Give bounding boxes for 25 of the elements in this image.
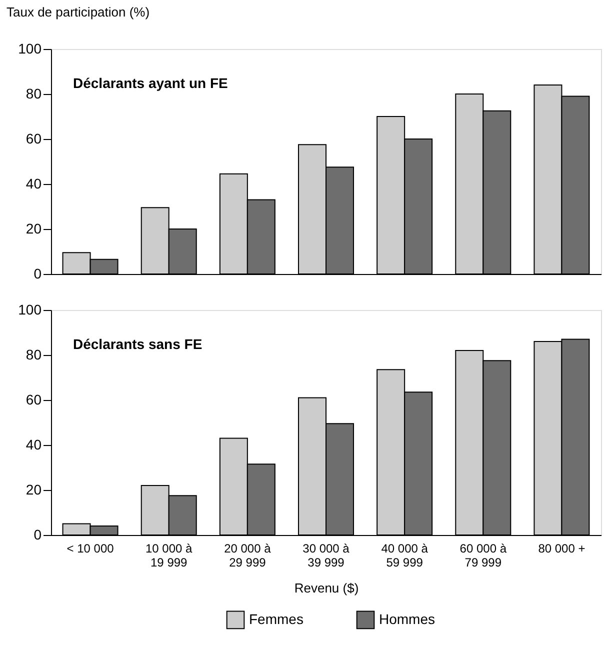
y-tick-label: 40 xyxy=(26,436,42,452)
y-tick-label: 60 xyxy=(26,130,42,146)
x-tick-label: 40 000 à 59 999 xyxy=(381,542,428,570)
x-tick-label: < 10 000 xyxy=(66,542,114,556)
y-tick-label: 20 xyxy=(26,482,42,498)
x-tick-label: 60 000 à 79 999 xyxy=(460,542,507,570)
x-axis-title: Revenu ($) xyxy=(294,580,359,596)
y-tick-label: 0 xyxy=(34,266,42,282)
text: Déclarants sans FE xyxy=(73,336,202,352)
y-tick-label: 100 xyxy=(18,40,42,56)
legend-label: Femmes xyxy=(249,610,304,627)
y-tick-label: 80 xyxy=(26,86,42,102)
y-tick-label: 0 xyxy=(34,526,42,542)
legend-label: Hommes xyxy=(379,610,436,627)
y-tick-label: 100 xyxy=(18,302,42,318)
y-tick-label: 40 xyxy=(26,176,42,192)
y-tick-label: 20 xyxy=(26,220,42,236)
x-tick-label: 10 000 à 19 999 xyxy=(146,542,193,570)
y-tick-label: 60 xyxy=(26,392,42,408)
y-tick-label: 80 xyxy=(26,346,42,362)
x-tick-label: 30 000 à 39 999 xyxy=(302,542,350,570)
x-tick-label: 20 000 à 29 999 xyxy=(224,542,272,570)
x-tick-label: 80 000 + xyxy=(538,542,586,556)
text: Déclarants ayant un FE xyxy=(73,75,228,91)
y-axis-title: Taux de participation (%) xyxy=(6,4,150,20)
